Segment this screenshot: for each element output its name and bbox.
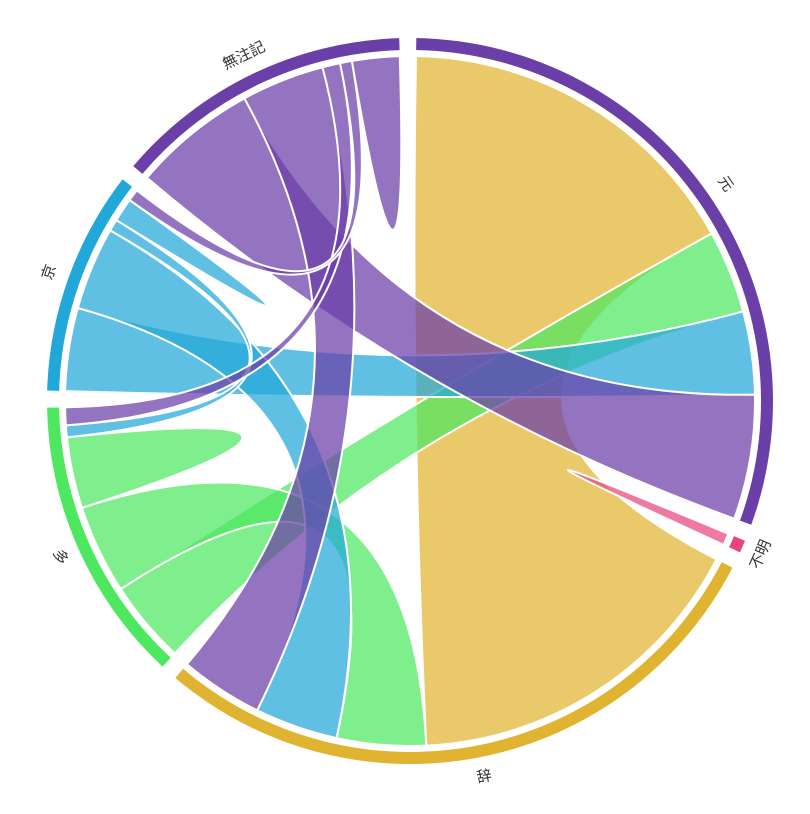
chords [64, 55, 756, 747]
group-label: 不明 [746, 537, 775, 572]
group-arc [133, 38, 400, 174]
group-label: 元 [714, 172, 737, 195]
chord [65, 427, 244, 510]
chord [567, 469, 730, 547]
chord [64, 218, 253, 439]
chord [185, 66, 356, 712]
group-arc [175, 562, 733, 765]
chord [350, 55, 403, 231]
group-arc [47, 179, 133, 391]
group-arc [729, 536, 746, 553]
chord [413, 55, 718, 747]
group-label: 無注記 [220, 38, 268, 74]
chord [64, 61, 353, 427]
group-arcs [47, 38, 774, 765]
group-label: 辞 [475, 766, 493, 787]
group-label: 京 [38, 262, 60, 282]
group-label: 多 [49, 546, 72, 567]
chord [128, 59, 363, 276]
group-arc [47, 407, 171, 667]
